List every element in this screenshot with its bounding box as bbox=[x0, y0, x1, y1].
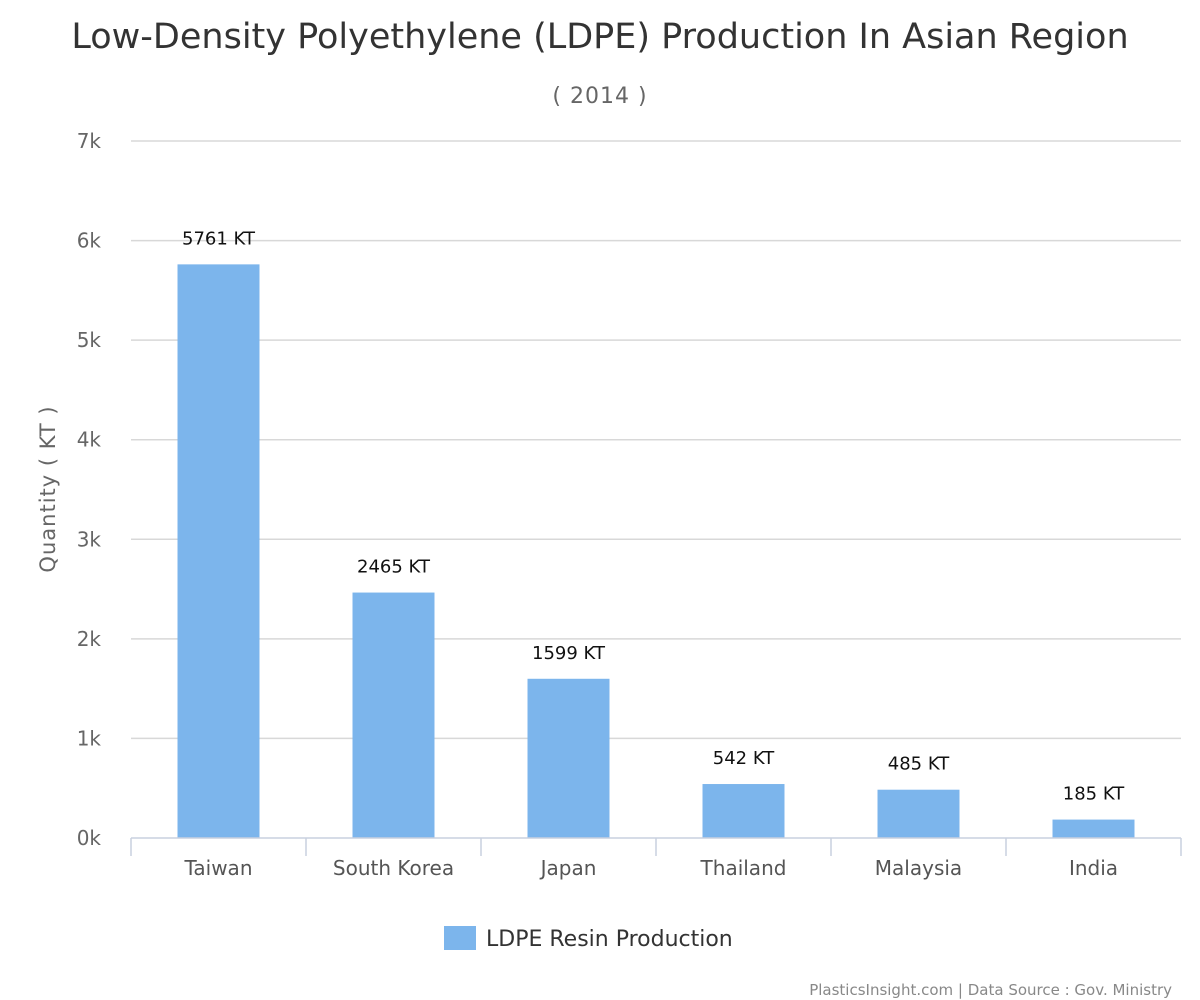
y-tick-label: 5k bbox=[77, 328, 102, 352]
x-tick-label: India bbox=[1069, 856, 1118, 880]
x-axis: Taiwan South Korea Japan Thailand Malaysia In… bbox=[130, 837, 1182, 880]
y-tick-label: 6k bbox=[77, 229, 102, 253]
x-tick-label: Taiwan bbox=[183, 856, 252, 880]
y-axis-title: Quantity ( KT ) bbox=[36, 405, 60, 572]
chart-subtitle: ( 2014 ) bbox=[552, 84, 647, 109]
bar-india[interactable] bbox=[1052, 819, 1135, 838]
y-tick-label: 7k bbox=[77, 129, 102, 153]
y-tick-label: 1k bbox=[77, 726, 102, 750]
y-axis-ticks: 0k 1k 2k 3k 4k 5k 6k 7k bbox=[77, 129, 102, 850]
chart-title: Low-Density Polyethylene (LDPE) Producti… bbox=[71, 17, 1128, 57]
x-tick-label: Malaysia bbox=[875, 856, 962, 880]
legend-swatch bbox=[444, 926, 476, 950]
x-tick-label: South Korea bbox=[333, 856, 454, 880]
bar-japan[interactable] bbox=[527, 678, 610, 838]
legend[interactable]: LDPE Resin Production bbox=[444, 926, 733, 952]
data-label: 1599 KT bbox=[532, 643, 606, 664]
credits-text[interactable]: PlasticsInsight.com | Data Source : Gov.… bbox=[809, 981, 1172, 999]
data-label: 5761 KT bbox=[182, 228, 256, 249]
y-tick-label: 2k bbox=[77, 627, 102, 651]
y-tick-label: 0k bbox=[77, 826, 102, 850]
bar-taiwan[interactable] bbox=[177, 264, 260, 838]
data-label: 2465 KT bbox=[357, 557, 431, 578]
data-labels: 5761 KT 2465 KT 1599 KT 542 KT 485 KT 185 KT bbox=[182, 228, 1125, 804]
bar-south-korea[interactable] bbox=[352, 592, 435, 838]
gridlines bbox=[131, 140, 1181, 740]
x-tick-label: Japan bbox=[539, 856, 597, 880]
data-label: 185 KT bbox=[1063, 784, 1125, 805]
y-tick-label: 4k bbox=[77, 428, 102, 452]
bars bbox=[177, 264, 1135, 838]
y-tick-label: 3k bbox=[77, 527, 102, 551]
x-tick-label: Thailand bbox=[700, 856, 787, 880]
data-label: 485 KT bbox=[888, 754, 950, 775]
data-label: 542 KT bbox=[713, 748, 775, 769]
bar-malaysia[interactable] bbox=[877, 789, 960, 838]
bar-thailand[interactable] bbox=[702, 784, 785, 838]
legend-label: LDPE Resin Production bbox=[486, 927, 733, 952]
